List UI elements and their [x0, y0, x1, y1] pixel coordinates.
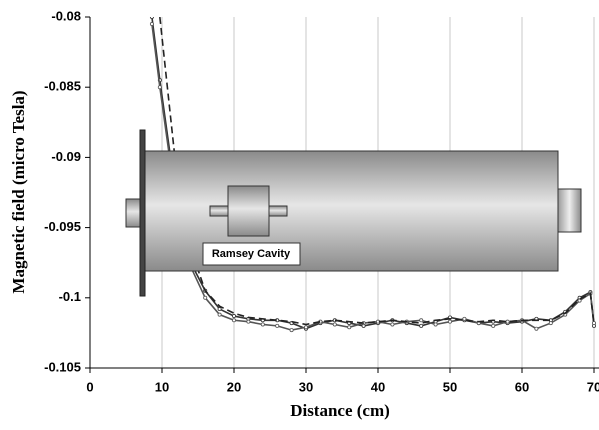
- series-marker: [217, 312, 222, 317]
- series-marker: [592, 321, 597, 326]
- x-tick-label: 20: [227, 379, 241, 394]
- x-tick-label: 30: [299, 379, 313, 394]
- cavity-stub: [125, 198, 142, 228]
- cavity-stub: [557, 188, 582, 233]
- inner-cavity: [227, 185, 270, 237]
- series-line: [159, 17, 595, 326]
- x-tick-label: 0: [86, 379, 93, 394]
- series-marker: [347, 325, 352, 330]
- x-tick-label: 60: [515, 379, 529, 394]
- series-marker: [433, 322, 438, 327]
- series-marker: [217, 307, 222, 312]
- y-tick-label: -0.09: [51, 149, 81, 164]
- label-box: [202, 242, 301, 266]
- series-marker: [231, 314, 236, 319]
- x-tick-label: 50: [443, 379, 457, 394]
- y-tick-label: -0.08: [51, 8, 81, 23]
- x-tick-label: 40: [371, 379, 385, 394]
- y-axis-title: Magnetic field (micro Tesla): [9, 90, 28, 293]
- series-marker: [289, 328, 294, 333]
- series-marker: [390, 322, 395, 327]
- series-marker: [275, 323, 280, 328]
- series-marker: [303, 325, 308, 330]
- x-tick-label: 70: [587, 379, 599, 394]
- cavity-flange: [139, 129, 146, 297]
- inner-stub: [209, 205, 229, 217]
- series-marker: [462, 316, 467, 321]
- series-marker: [534, 326, 539, 331]
- x-axis-title: Distance (cm): [290, 401, 390, 420]
- series-marker: [260, 322, 265, 327]
- x-tick-label: 10: [155, 379, 169, 394]
- series-marker: [548, 321, 553, 326]
- series-marker: [332, 322, 337, 327]
- y-tick-label: -0.105: [44, 359, 81, 374]
- y-tick-label: -0.1: [59, 289, 81, 304]
- series-marker: [231, 318, 236, 323]
- inner-stub: [268, 205, 288, 217]
- annotation: Ramsey Cavity: [212, 248, 291, 260]
- series-marker: [246, 319, 251, 324]
- series-marker: [505, 319, 510, 324]
- series-marker: [447, 319, 452, 324]
- series-marker: [419, 318, 424, 323]
- y-tick-label: -0.095: [44, 219, 81, 234]
- y-tick-label: -0.085: [44, 79, 81, 94]
- series-marker: [203, 295, 208, 300]
- series-marker: [149, 22, 154, 27]
- series-marker: [419, 323, 424, 328]
- series-marker: [157, 85, 162, 90]
- series-marker: [491, 323, 496, 328]
- series-marker: [149, 17, 154, 19]
- cavity-drawing: Ramsey Cavity: [125, 129, 582, 297]
